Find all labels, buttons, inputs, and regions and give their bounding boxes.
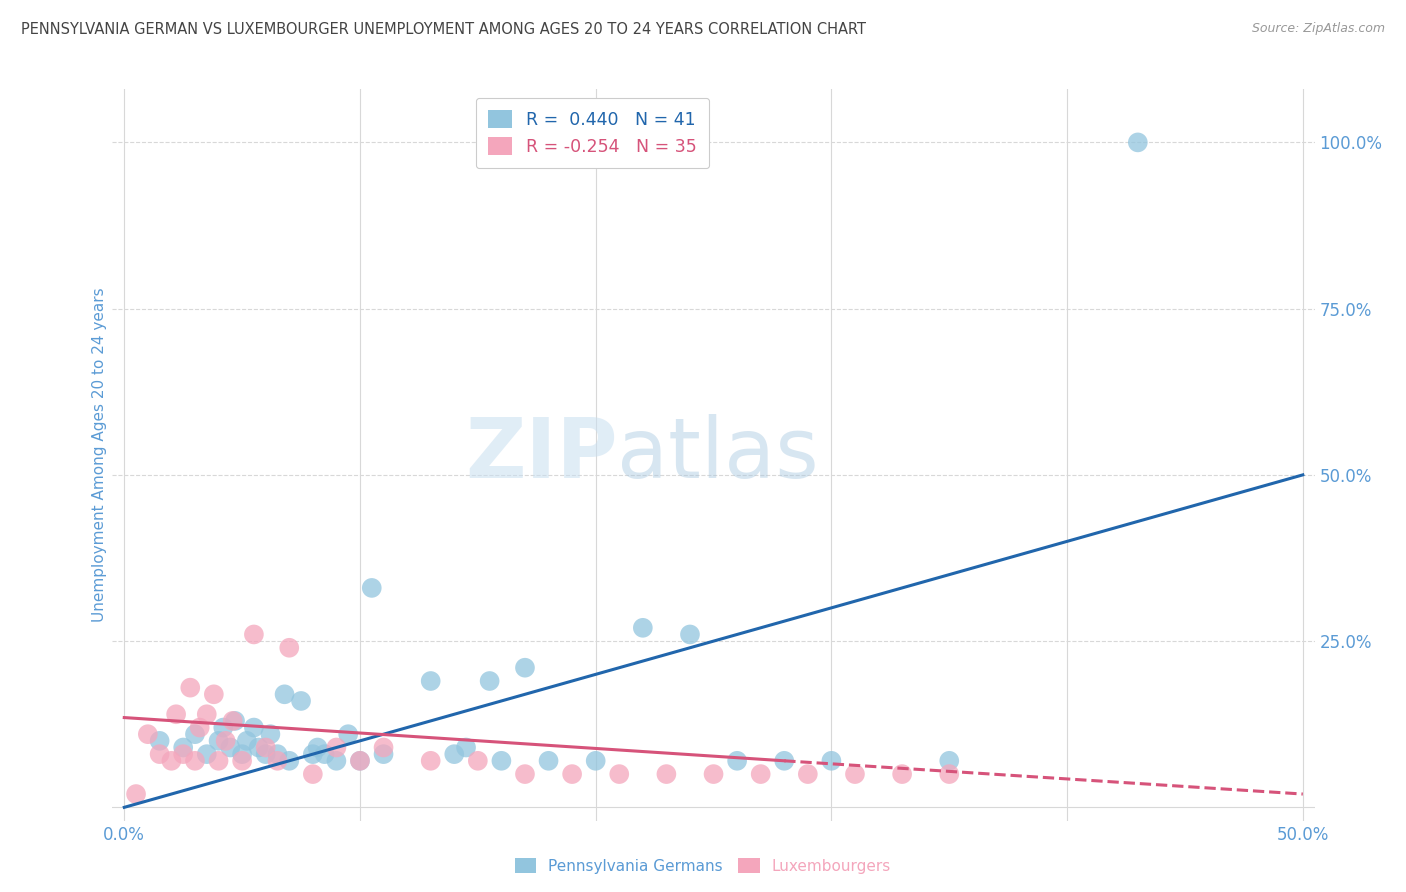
- Point: [278, 754, 301, 768]
- Point: [254, 747, 277, 761]
- Point: [207, 734, 229, 748]
- Point: [820, 754, 842, 768]
- Point: [172, 747, 194, 761]
- Point: [561, 767, 583, 781]
- Point: [259, 727, 281, 741]
- Point: [419, 673, 441, 688]
- Point: [373, 740, 395, 755]
- Point: [219, 740, 242, 755]
- Point: [184, 727, 207, 741]
- Point: [188, 721, 211, 735]
- Point: [273, 687, 295, 701]
- Point: [655, 767, 678, 781]
- Point: [537, 754, 560, 768]
- Point: [160, 754, 183, 768]
- Point: [236, 734, 259, 748]
- Point: [679, 627, 702, 641]
- Point: [301, 767, 323, 781]
- Point: [478, 673, 501, 688]
- Point: [207, 754, 229, 768]
- Legend: R =  0.440   N = 41, R = -0.254   N = 35: R = 0.440 N = 41, R = -0.254 N = 35: [475, 98, 709, 169]
- Point: [513, 767, 536, 781]
- Point: [491, 754, 513, 768]
- Point: [585, 754, 607, 768]
- Point: [307, 740, 329, 755]
- Point: [149, 734, 172, 748]
- Point: [179, 681, 201, 695]
- Point: [301, 747, 323, 761]
- Point: [419, 754, 441, 768]
- Point: [266, 754, 288, 768]
- Point: [243, 721, 266, 735]
- Point: [349, 754, 371, 768]
- Text: atlas: atlas: [617, 415, 820, 495]
- Point: [314, 747, 336, 761]
- Point: [454, 740, 477, 755]
- Point: [891, 767, 914, 781]
- Point: [938, 754, 960, 768]
- Point: [797, 767, 820, 781]
- Point: [165, 707, 187, 722]
- Point: [231, 754, 253, 768]
- Point: [224, 714, 246, 728]
- Y-axis label: Unemployment Among Ages 20 to 24 years: Unemployment Among Ages 20 to 24 years: [91, 287, 107, 623]
- Point: [773, 754, 796, 768]
- Point: [607, 767, 630, 781]
- Point: [844, 767, 866, 781]
- Point: [702, 767, 725, 781]
- Point: [938, 767, 960, 781]
- Point: [631, 621, 654, 635]
- Point: [212, 721, 235, 735]
- Point: [184, 754, 207, 768]
- Text: Source: ZipAtlas.com: Source: ZipAtlas.com: [1251, 22, 1385, 36]
- Text: ZIP: ZIP: [465, 415, 617, 495]
- Point: [202, 687, 225, 701]
- Point: [337, 727, 360, 741]
- Point: [243, 627, 266, 641]
- Point: [325, 740, 347, 755]
- Legend: Pennsylvania Germans, Luxembourgers: Pennsylvania Germans, Luxembourgers: [509, 852, 897, 880]
- Point: [278, 640, 301, 655]
- Point: [172, 740, 194, 755]
- Point: [214, 734, 236, 748]
- Point: [254, 740, 277, 755]
- Point: [725, 754, 748, 768]
- Text: PENNSYLVANIA GERMAN VS LUXEMBOURGER UNEMPLOYMENT AMONG AGES 20 TO 24 YEARS CORRE: PENNSYLVANIA GERMAN VS LUXEMBOURGER UNEM…: [21, 22, 866, 37]
- Point: [247, 740, 270, 755]
- Point: [125, 787, 148, 801]
- Point: [467, 754, 489, 768]
- Point: [195, 707, 218, 722]
- Point: [325, 754, 347, 768]
- Point: [360, 581, 382, 595]
- Point: [136, 727, 159, 741]
- Point: [222, 714, 245, 728]
- Point: [149, 747, 172, 761]
- Point: [195, 747, 218, 761]
- Point: [290, 694, 312, 708]
- Point: [349, 754, 371, 768]
- Point: [373, 747, 395, 761]
- Point: [1126, 136, 1149, 150]
- Point: [266, 747, 288, 761]
- Point: [231, 747, 253, 761]
- Point: [749, 767, 772, 781]
- Point: [513, 661, 536, 675]
- Point: [443, 747, 465, 761]
